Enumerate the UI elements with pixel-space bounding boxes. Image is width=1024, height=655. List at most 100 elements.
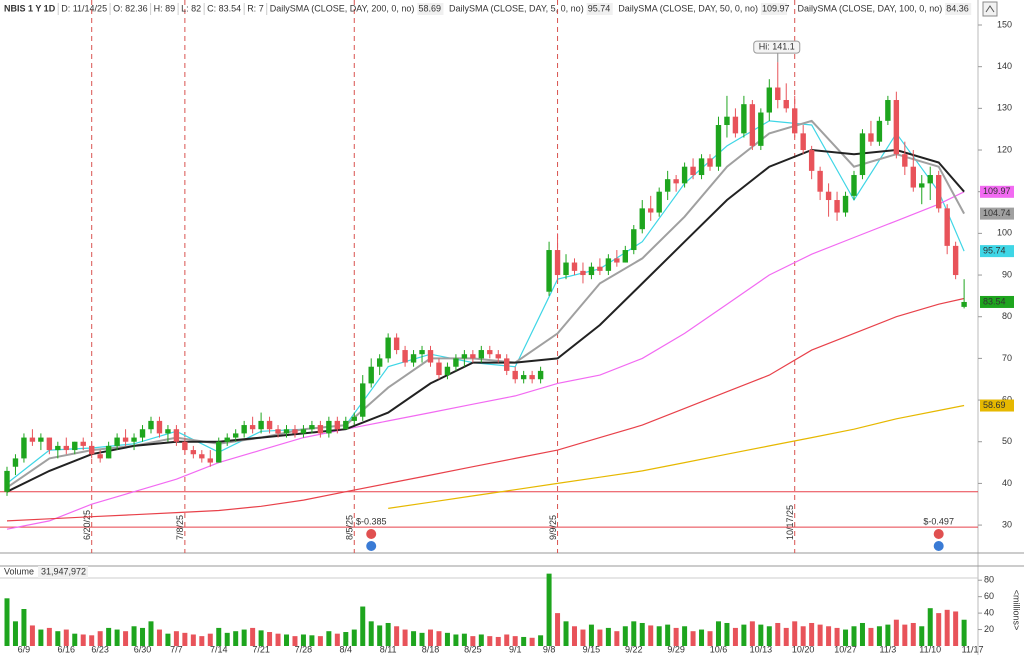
y-tick-label: 60 (1002, 394, 1012, 404)
event-label: 9/9/25 (548, 515, 558, 540)
volume-bar (258, 630, 264, 646)
candle-body (258, 420, 264, 430)
x-tick-label: 6/9 (18, 644, 31, 654)
volume-bar (165, 633, 171, 646)
menu-icon[interactable] (982, 1, 998, 17)
volume-title: Volume (4, 566, 34, 576)
candle-body (216, 441, 222, 463)
volume-bar (309, 635, 315, 646)
candle-body (131, 437, 137, 442)
candle-body (139, 429, 146, 438)
volume-bar (910, 622, 916, 646)
legend-value: 58.69 (418, 3, 441, 13)
volume-bar (131, 626, 137, 646)
candle-body (741, 104, 747, 134)
candle-body (512, 370, 518, 380)
legend-value-box (417, 3, 444, 15)
header-item: O: 82.36 (113, 3, 148, 13)
candle-body (520, 375, 527, 380)
x-tick-label: 7/14 (210, 644, 228, 654)
candle-body (927, 175, 933, 184)
candle-body (681, 166, 688, 184)
event-label: 6/20/25 (82, 510, 92, 540)
volume-bar (377, 625, 383, 646)
volume-bar (207, 633, 213, 646)
candle-body (351, 416, 357, 421)
volume-bar (284, 634, 290, 646)
candle-body (783, 100, 789, 109)
volume-bar (809, 622, 815, 646)
x-tick-label: 10/27 (834, 644, 857, 654)
volume-bar (673, 627, 679, 646)
volume-bar (919, 626, 925, 646)
candle-body (393, 337, 400, 351)
candle-body (952, 245, 959, 276)
volume-bar (699, 629, 705, 646)
candle-body (910, 166, 916, 188)
volume-bar (834, 627, 840, 646)
volume-bar (749, 621, 755, 646)
candle-body (470, 354, 476, 359)
candle-body (309, 425, 315, 430)
volume-bar (419, 632, 425, 646)
volume-bar (563, 621, 569, 646)
volume-bar (690, 631, 696, 646)
candle-body (376, 358, 383, 367)
volume-bar (851, 626, 857, 646)
y-tick-label: 70 (1002, 353, 1012, 363)
candle-body (46, 437, 53, 451)
candle-body (55, 445, 61, 451)
candle-body (156, 420, 163, 434)
candle-body (758, 112, 764, 146)
volume-bar (614, 631, 620, 646)
candle-body (936, 175, 942, 209)
volume-bar (21, 609, 27, 646)
volume-bar (368, 621, 374, 646)
candle-body (453, 358, 459, 367)
y-tick-label: 150 (997, 19, 1012, 29)
header-item: R: 7 (247, 3, 264, 13)
candle-body (504, 358, 510, 371)
candle-body (334, 420, 341, 430)
volume-bar (893, 619, 899, 646)
y-tick-label: 130 (997, 103, 1012, 113)
candle-body (182, 441, 188, 451)
candle-body (673, 179, 679, 184)
volume-tick-label: 20 (984, 624, 994, 634)
candle-body (368, 366, 374, 384)
candle-body (148, 420, 154, 430)
earnings-label: $-0.385 (356, 516, 387, 526)
volume-bar (428, 629, 433, 646)
volume-bar (224, 632, 230, 646)
y-tick-label: 30 (1002, 519, 1012, 529)
volume-bar (512, 636, 518, 646)
candle-body (232, 433, 239, 438)
volume-bar (648, 625, 654, 646)
x-tick-label: 10/13 (750, 644, 773, 654)
candle-body (808, 150, 815, 171)
volume-bar (868, 627, 874, 646)
candle-body (461, 354, 468, 359)
volume-bar (385, 622, 391, 646)
volume-bar (360, 606, 366, 646)
volume-bar (927, 608, 933, 646)
volume-bar (682, 626, 688, 646)
y-tick-label: 140 (997, 61, 1012, 71)
x-tick-label: 9/1 (509, 644, 522, 654)
value-bubble-label: 109.97 (983, 186, 1011, 196)
x-tick-label: 6/30 (134, 644, 152, 654)
candle-body (173, 429, 180, 442)
volume-bar (487, 636, 493, 646)
candle-body (105, 445, 112, 459)
volume-bar (190, 634, 196, 646)
event-label: 8/5/25 (345, 515, 355, 540)
volume-bar (639, 622, 645, 646)
candle-body (21, 437, 27, 459)
candle-body (766, 87, 772, 113)
volume-bar (597, 629, 603, 646)
value-bubble-label: 83.54 (983, 296, 1006, 306)
x-tick-label: 6/23 (91, 644, 109, 654)
volume-bar (588, 624, 594, 646)
volume-bar (250, 627, 256, 646)
